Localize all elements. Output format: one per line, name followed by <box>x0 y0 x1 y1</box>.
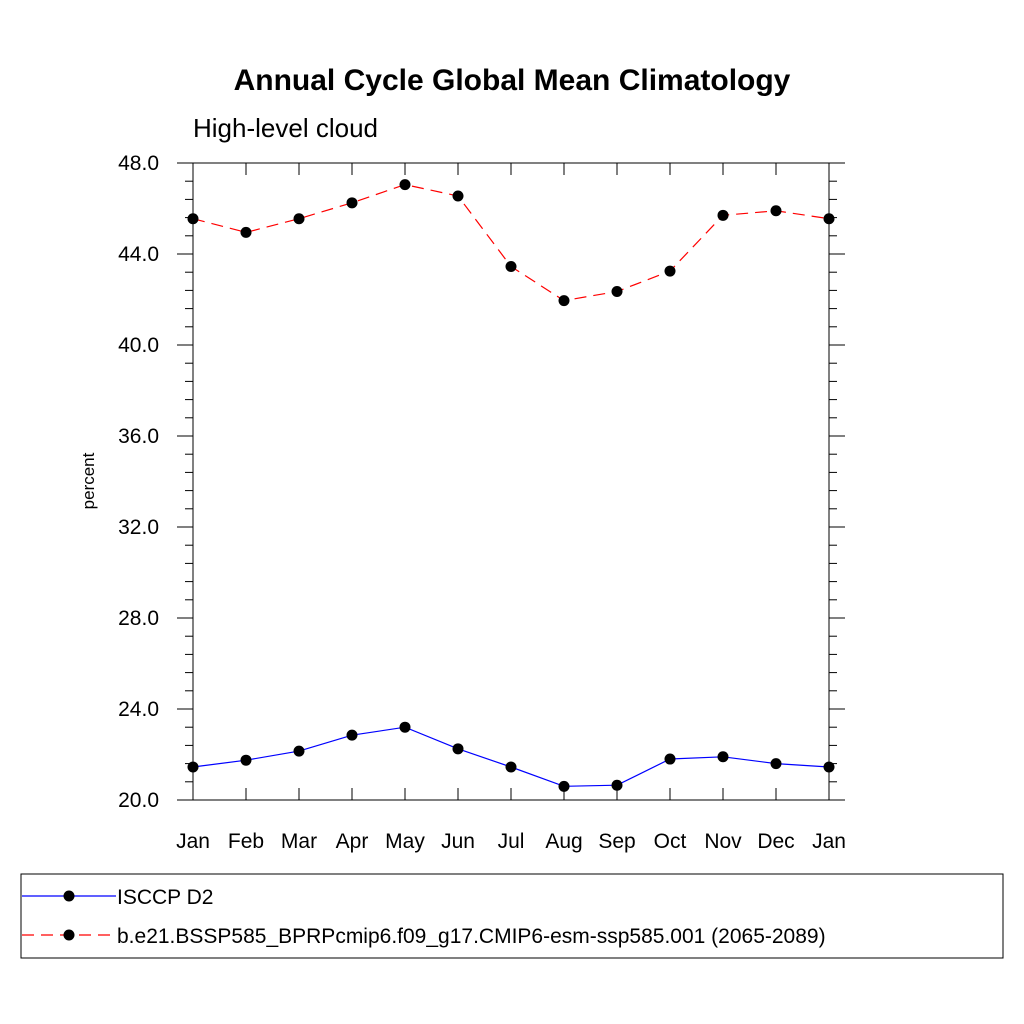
y-axis-label: percent <box>79 452 98 509</box>
x-tick-label: Sep <box>598 830 635 853</box>
series-2-point <box>240 226 252 238</box>
series-2-point <box>399 179 411 191</box>
series-2-point <box>505 261 517 273</box>
y-tick-label: 40.0 <box>118 334 159 357</box>
x-tick-label: Jan <box>812 830 846 853</box>
series-line-1 <box>192 726 830 787</box>
x-tick-label: Oct <box>654 830 687 853</box>
series-layer <box>187 179 835 792</box>
legend-marker-1 <box>63 890 75 902</box>
legend-marker-2 <box>63 929 75 941</box>
series-2-point <box>187 213 199 225</box>
series-1-point <box>187 761 199 773</box>
y-tick-label: 48.0 <box>118 152 159 175</box>
y-tick-label: 28.0 <box>118 607 159 630</box>
series-1-point <box>293 745 305 757</box>
series-1-point <box>823 761 835 773</box>
series-1-point <box>664 753 676 765</box>
series-2-point <box>717 209 729 221</box>
x-tick-label: Mar <box>281 830 317 853</box>
series-2-point <box>346 197 358 209</box>
series-1-point <box>611 779 623 791</box>
series-1-point <box>717 751 729 763</box>
series-2-point <box>611 286 623 298</box>
y-tick-label: 24.0 <box>118 698 159 721</box>
series-2-point <box>770 205 782 217</box>
x-tick-label: Apr <box>336 830 369 853</box>
x-tick-label: Nov <box>704 830 742 853</box>
series-2-point <box>452 190 464 202</box>
series-1-point <box>452 743 464 755</box>
series-2-point <box>823 213 835 225</box>
x-tick-label: Jan <box>176 830 210 853</box>
series-2-point <box>664 265 676 277</box>
plot-frame <box>192 162 830 801</box>
series-line-2 <box>192 183 830 302</box>
legend: ISCCP D2 b.e21.BSSP585_BPRPcmip6.f09_g17.… <box>22 886 826 948</box>
y-tick-label: 32.0 <box>118 516 159 539</box>
y-tick-label: 44.0 <box>118 243 159 266</box>
axis-tick-labels: 20.0 24.0 28.0 32.0 36.0 40.0 44.0 48.0 Jan Feb Ma… <box>118 152 846 853</box>
series-1-point <box>399 721 411 733</box>
series-1-point <box>558 780 570 792</box>
axis-ticks <box>177 162 845 801</box>
series-2-point <box>293 213 305 225</box>
series-1-point <box>770 758 782 770</box>
x-tick-label: May <box>385 830 425 853</box>
series-1-point <box>505 761 517 773</box>
series-1-point <box>346 729 358 741</box>
x-tick-label: Jul <box>498 830 525 853</box>
x-tick-label: Dec <box>757 830 794 853</box>
x-tick-label: Jun <box>441 830 475 853</box>
chart-title: Annual Cycle Global Mean Climatology <box>234 64 791 97</box>
legend-box <box>20 873 1004 959</box>
y-tick-label: 20.0 <box>118 789 159 812</box>
series-1-point <box>240 754 252 766</box>
series-2-point <box>558 295 570 307</box>
legend-label-2: b.e21.BSSP585_BPRPcmip6.f09_g17.CMIP6-es… <box>117 925 826 948</box>
chart-subtitle: High-level cloud <box>193 113 378 143</box>
x-tick-label: Aug <box>545 830 582 853</box>
legend-label-1: ISCCP D2 <box>117 886 213 909</box>
x-tick-label: Feb <box>228 830 264 853</box>
y-tick-label: 36.0 <box>118 425 159 448</box>
